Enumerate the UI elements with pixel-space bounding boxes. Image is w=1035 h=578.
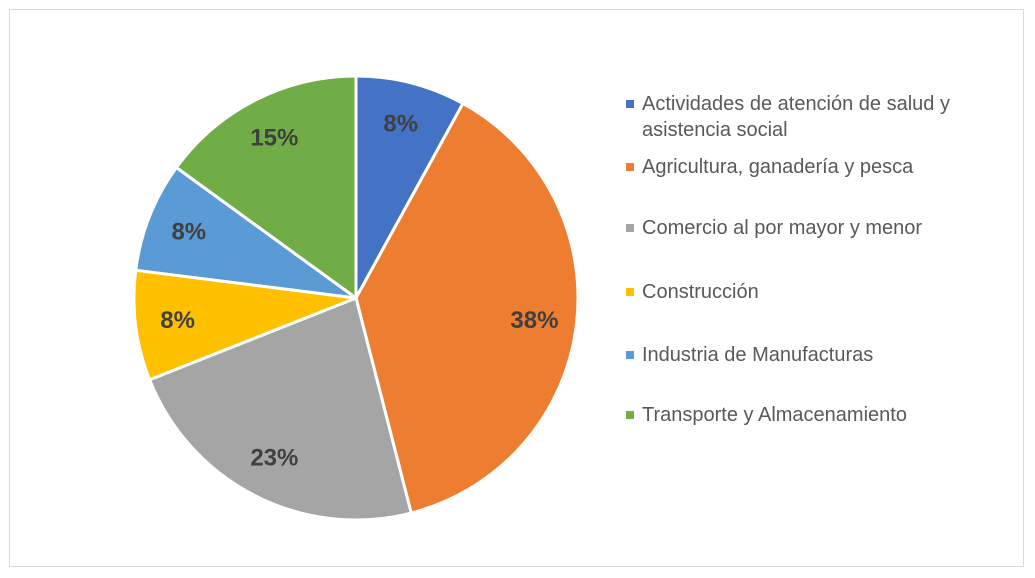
legend-swatch: [626, 224, 634, 232]
legend-swatch: [626, 411, 634, 419]
data-label: 8%: [171, 218, 206, 245]
pie-slice: [354, 74, 465, 300]
pie-slice: [354, 101, 580, 515]
data-label: 38%: [510, 307, 558, 334]
legend-swatch: [626, 351, 634, 359]
pie-slice: [148, 296, 413, 522]
data-label: 23%: [250, 445, 298, 472]
legend-label: Industria de Manufacturas: [642, 344, 874, 366]
legend-label: Construcción: [642, 281, 759, 303]
legend-item: Actividades de atención de salud y asist…: [626, 91, 1006, 143]
chart-frame: [9, 9, 1024, 567]
data-label: 8%: [160, 307, 195, 334]
legend-swatch: [626, 163, 634, 171]
pie-slice: [174, 74, 358, 300]
legend-swatch: [626, 100, 634, 108]
legend-item: Transporte y Almacenamiento: [626, 402, 1006, 428]
legend-label: Actividades de atención de salud y asist…: [642, 93, 950, 141]
data-label: 15%: [250, 124, 298, 151]
legend-item: Agricultura, ganadería y pesca: [626, 154, 1006, 180]
legend-label: Agricultura, ganadería y pesca: [642, 156, 914, 178]
legend-label: Comercio al por mayor y menor: [642, 217, 923, 239]
pie-slice: [132, 268, 358, 382]
legend-item: Comercio al por mayor y menor: [626, 215, 1006, 241]
data-label: 8%: [383, 110, 418, 137]
legend-label: Transporte y Almacenamiento: [642, 404, 907, 426]
legend-item: Industria de Manufacturas: [626, 342, 1006, 368]
legend-item: Construcción: [626, 279, 1006, 305]
pie-slice: [134, 166, 358, 300]
legend-swatch: [626, 288, 634, 296]
